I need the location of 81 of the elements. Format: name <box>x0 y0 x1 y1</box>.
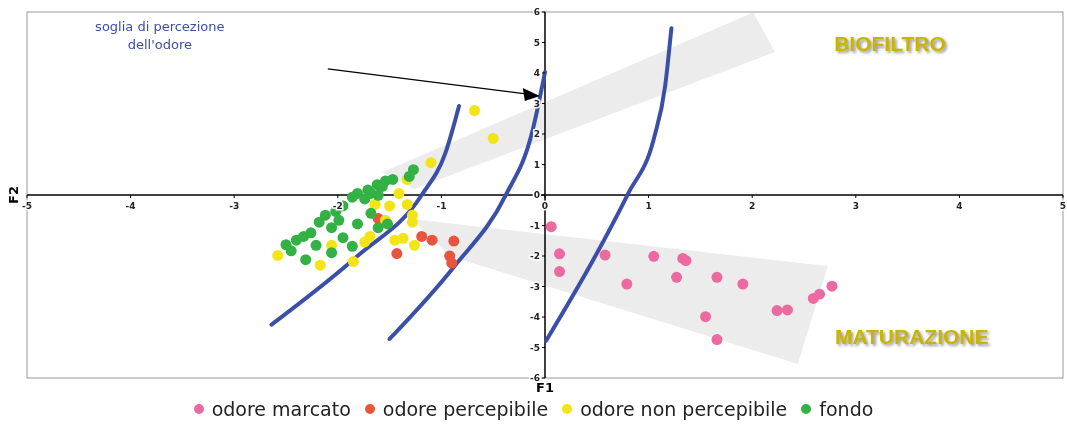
point <box>397 232 409 244</box>
point <box>446 257 458 269</box>
point <box>310 239 322 251</box>
point <box>416 230 428 242</box>
point <box>408 239 420 251</box>
point <box>290 234 302 246</box>
point <box>469 105 481 116</box>
point <box>401 198 413 210</box>
point <box>347 256 359 267</box>
x-tick-label: -1 <box>436 201 447 211</box>
legend-label: odore non percepibile <box>580 398 788 420</box>
point <box>599 249 611 261</box>
point <box>333 214 345 226</box>
line-series <box>269 103 462 327</box>
point <box>364 230 376 242</box>
line-series <box>387 70 547 341</box>
point <box>382 218 394 230</box>
point <box>826 280 838 292</box>
point <box>448 235 460 247</box>
annotation: soglia di percezione dell'odore <box>94 17 226 54</box>
annotation: BIOFILTRO <box>833 30 947 57</box>
y-tick-label: 5 <box>533 37 540 48</box>
point <box>545 221 557 233</box>
point <box>285 245 297 257</box>
point <box>700 311 712 323</box>
point <box>384 200 396 212</box>
x-tick-label: -2 <box>332 201 343 211</box>
y-tick-label: 4 <box>533 68 540 78</box>
point <box>313 216 325 228</box>
x-tick-label: 2 <box>749 201 756 211</box>
x-tick-label: 5 <box>1059 201 1067 211</box>
y-tick-label: -2 <box>530 251 540 261</box>
y-tick-label: 1 <box>533 159 540 170</box>
point <box>326 222 338 234</box>
point <box>771 305 783 317</box>
y-tick-label: -1 <box>530 220 540 231</box>
y-tick-label: -5 <box>530 342 540 353</box>
point <box>648 250 660 262</box>
y-tick-label: 2 <box>533 129 540 139</box>
point <box>319 209 331 221</box>
point <box>365 207 377 219</box>
point <box>426 234 438 246</box>
y-axis-title: F2 <box>6 186 21 204</box>
y-tick-label: 6 <box>533 7 540 17</box>
x-tick-label: -3 <box>229 201 240 211</box>
y-tick-label: -6 <box>530 373 540 383</box>
point <box>814 288 826 300</box>
legend-label: fondo <box>819 398 874 420</box>
x-axis-title: F1 <box>536 380 554 395</box>
point <box>737 278 749 290</box>
x-tick-label: 4 <box>956 201 963 211</box>
point <box>711 334 723 346</box>
point <box>554 248 565 260</box>
point <box>300 254 312 266</box>
point <box>781 304 793 316</box>
legend-label: odore marcato <box>211 398 351 420</box>
legend-label: odore percepibile <box>382 398 549 420</box>
point <box>351 218 363 230</box>
point <box>711 271 723 283</box>
point <box>425 157 437 169</box>
point <box>314 259 326 271</box>
point <box>393 187 405 199</box>
point <box>487 132 499 144</box>
y-tick-label: -3 <box>530 281 540 292</box>
x-tick-label: -5 <box>22 201 32 211</box>
point <box>554 266 565 278</box>
point <box>391 248 403 260</box>
line-series <box>544 26 674 343</box>
point <box>671 271 683 283</box>
point <box>346 191 358 203</box>
point <box>346 240 358 252</box>
annotation: MATURAZIONE <box>833 324 990 351</box>
point <box>337 232 349 244</box>
point <box>326 247 338 259</box>
x-tick-label: 3 <box>852 201 859 211</box>
x-tick-label: 1 <box>645 201 652 211</box>
x-tick-label: -4 <box>125 201 136 211</box>
point <box>272 249 284 261</box>
y-tick-label: -4 <box>530 312 540 322</box>
point <box>372 222 384 234</box>
point <box>621 278 633 290</box>
